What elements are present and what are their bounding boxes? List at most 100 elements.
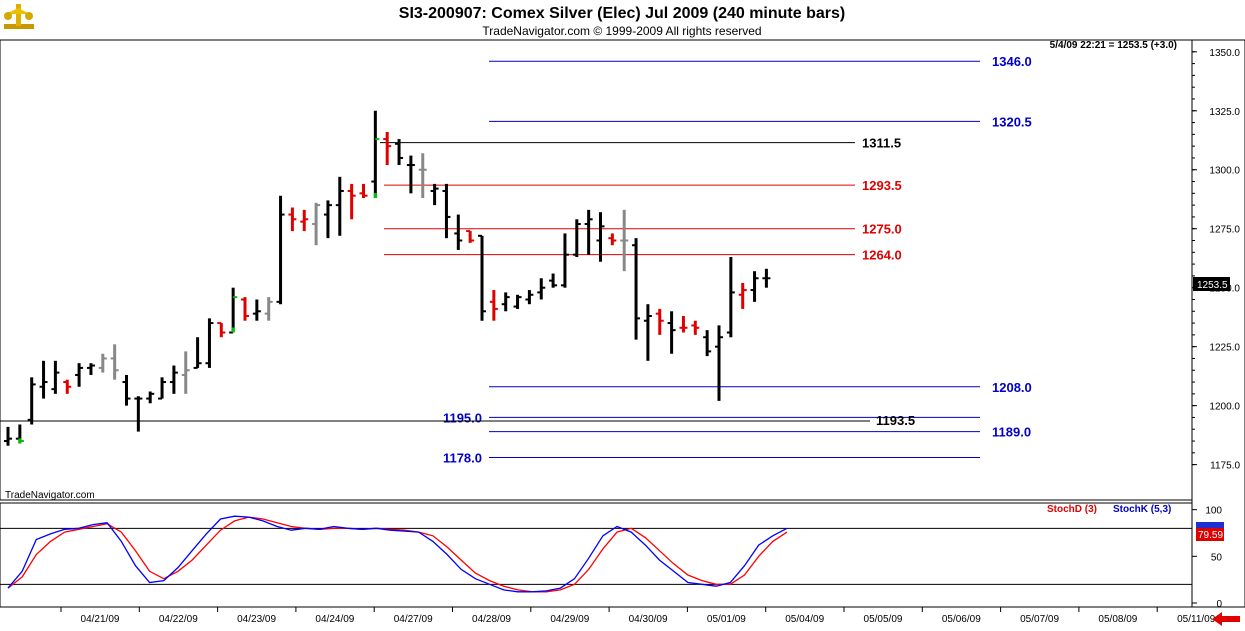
stoch-value-tag: 79.59 — [1196, 522, 1224, 541]
ohlc-bar — [442, 183, 451, 239]
ohlc-bar — [750, 271, 759, 302]
ohlc-bar — [110, 344, 119, 380]
x-tick-label: 04/30/09 — [629, 614, 668, 625]
x-tick-label: 04/23/09 — [237, 614, 276, 625]
ohlc-bar — [643, 304, 652, 361]
x-tick-label: 05/06/09 — [942, 614, 981, 625]
ohlc-bar — [383, 132, 392, 166]
ohlc-bar — [454, 214, 463, 250]
price-bars — [4, 110, 771, 446]
y-tick-label: 1200.0 — [1209, 402, 1240, 413]
ohlc-bar — [525, 290, 534, 305]
legend-stochd: StochD (3) — [1047, 504, 1097, 515]
svg-text:1253.5: 1253.5 — [1197, 280, 1228, 291]
ohlc-bar — [86, 363, 95, 375]
stoch-tick-label: 0 — [1216, 599, 1222, 610]
level-label: 1195.0 — [443, 410, 482, 425]
stochastic-panel: 100 50 0 — [0, 506, 1222, 610]
ohlc-bar — [478, 234, 486, 321]
stoch-d-line — [7, 516, 788, 593]
y-tick-label: 1350.0 — [1209, 48, 1240, 59]
level-label: 1320.5 — [992, 114, 1032, 129]
ohlc-bar — [679, 316, 688, 333]
ohlc-bar — [406, 155, 415, 194]
ohlc-bar — [691, 320, 700, 335]
x-tick-label: 04/22/09 — [159, 614, 198, 625]
ohlc-bar — [288, 207, 297, 232]
x-tick-label: 05/08/09 — [1098, 614, 1137, 625]
ohlc-bar — [39, 360, 48, 399]
y-tick-label: 1275.0 — [1209, 225, 1240, 236]
ohlc-bar — [300, 209, 309, 232]
main-plot-frame — [0, 39, 1193, 501]
x-tick-label: 04/27/09 — [394, 614, 433, 625]
ohlc-bar — [51, 360, 60, 394]
level-lines: 1346.0 1320.5 1311.5 1293.5 1275.0 1264.0 1208… — [0, 54, 1032, 466]
stoch-plot-frame — [0, 502, 1193, 608]
ohlc-bar — [98, 353, 107, 373]
ohlc-bar — [146, 391, 155, 404]
x-tick-label: 05/04/09 — [785, 614, 824, 625]
price-axis — [1191, 39, 1245, 608]
gold-scale-icon — [4, 4, 34, 29]
level-label: 1311.5 — [862, 136, 901, 151]
ohlc-bar — [738, 282, 747, 309]
ohlc-bar — [75, 363, 84, 387]
y-tick-label: 1225.0 — [1209, 343, 1240, 354]
ohlc-bar — [241, 297, 249, 321]
x-tick-label: 05/01/09 — [707, 614, 746, 625]
last-price-tag: 1253.5 — [1193, 277, 1230, 291]
legend-stochk: StochK (5,3) — [1113, 504, 1171, 515]
ohlc-bar — [27, 377, 36, 425]
ohlc-bar — [252, 299, 261, 321]
ohlc-bar — [632, 238, 641, 340]
level-label: 1275.0 — [862, 222, 902, 237]
level-label: 1208.0 — [992, 380, 1032, 395]
y-tick-label: 1300.0 — [1209, 166, 1240, 177]
ohlc-bar — [359, 183, 368, 199]
ohlc-bar — [430, 183, 439, 206]
stoch-tick-label: 50 — [1211, 552, 1223, 563]
svg-text:79.59: 79.59 — [1198, 530, 1223, 541]
ohlc-bar — [560, 233, 569, 288]
chart-title: SI3-200907: Comex Silver (Elec) Jul 2009… — [399, 5, 845, 22]
ohlc-bar — [596, 212, 605, 262]
scroll-right-arrow-icon[interactable] — [1212, 612, 1240, 626]
ohlc-bar — [572, 219, 581, 258]
x-tick-label: 04/24/09 — [315, 614, 354, 625]
x-tick-label: 05/07/09 — [1020, 614, 1059, 625]
x-tick-label: 05/05/09 — [864, 614, 903, 625]
ohlc-bar — [726, 257, 735, 338]
ohlc-bar — [347, 183, 356, 220]
x-tick-label: 05/11/09 — [1177, 614, 1216, 625]
level-label: 1264.0 — [862, 248, 902, 263]
x-axis-ticks: 04/21/09 04/22/09 04/23/09 04/24/09 04/27/09… — [60, 607, 1216, 625]
ohlc-bar — [323, 200, 332, 239]
ohlc-bar — [489, 290, 498, 321]
ohlc-bar — [620, 209, 629, 272]
ohlc-bar — [549, 273, 558, 288]
ohlc-bar — [134, 396, 143, 432]
ohlc-bar — [667, 311, 676, 354]
ohlc-bar — [371, 110, 380, 199]
y-tick-label: 1325.0 — [1209, 107, 1240, 118]
ohlc-bar — [715, 325, 723, 401]
ohlc-bar — [395, 139, 404, 166]
ohlc-bar — [655, 308, 664, 335]
ohlc-bar — [205, 318, 214, 368]
level-label: 1293.5 — [862, 178, 902, 193]
ohlc-bar — [584, 209, 593, 255]
stoch-k-line — [7, 515, 788, 593]
quote-readout: 5/4/09 22:21 = 1253.5 (+3.0) — [1050, 40, 1177, 51]
ohlc-bar — [762, 268, 771, 288]
x-tick-label: 04/29/09 — [550, 614, 589, 625]
ohlc-bar — [276, 195, 285, 305]
ohlc-bar — [158, 377, 167, 400]
level-label: 1189.0 — [992, 425, 1031, 440]
ohlc-bar — [217, 322, 226, 338]
ohlc-bar — [181, 351, 190, 394]
x-tick-label: 04/28/09 — [472, 614, 511, 625]
level-label: 1346.0 — [992, 54, 1032, 69]
x-tick-label: 04/21/09 — [81, 614, 120, 625]
